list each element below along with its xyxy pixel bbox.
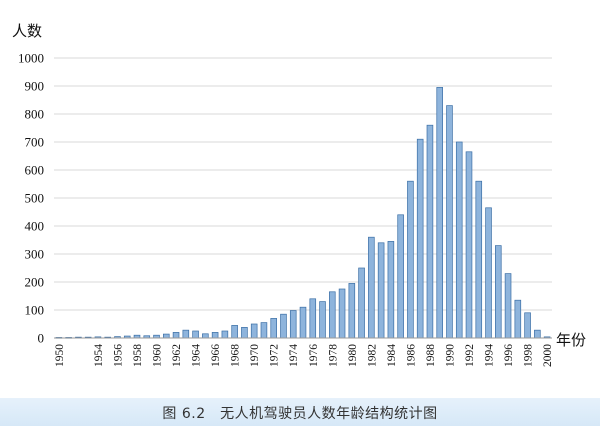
bar-1982 xyxy=(368,236,375,339)
x-tick-label: 1958 xyxy=(132,344,144,367)
bar-1975 xyxy=(299,306,307,339)
bar-1970 xyxy=(250,323,258,339)
bar-1987 xyxy=(416,138,424,339)
chart-area: 0 100 200 300 400 500 600 700 800 900 1000 1950 195… xyxy=(0,22,600,399)
x-tick-label: 1954 xyxy=(93,344,105,367)
x-tick-label: 1966 xyxy=(210,344,222,367)
bar-1991 xyxy=(455,141,463,339)
bar-1974 xyxy=(289,310,297,339)
bar-1986 xyxy=(407,180,414,339)
x-tick-label: 1956 xyxy=(112,344,124,367)
x-tick-label: 1976 xyxy=(308,344,320,367)
y-tick-label: 200 xyxy=(25,275,45,290)
x-tick-label: 1980 xyxy=(347,344,359,367)
figure-caption: 图 6.2 无人机驾驶员人数年龄结构统计图 xyxy=(162,406,438,422)
y-tick-label: 100 xyxy=(25,303,45,318)
x-tick-label: 1984 xyxy=(386,344,398,367)
x-tick-label: 1992 xyxy=(464,344,476,367)
bar-1961 xyxy=(163,333,170,339)
bar-1967 xyxy=(221,330,229,339)
gridlines xyxy=(54,57,552,311)
bar-1993 xyxy=(475,180,483,339)
x-tick-label: 1968 xyxy=(230,344,242,367)
bar-1969 xyxy=(241,327,248,339)
bar-1968 xyxy=(231,325,238,339)
x-tick-label: 1988 xyxy=(425,344,437,367)
y-tick-label: 300 xyxy=(25,247,45,262)
y-tick-label: 500 xyxy=(25,191,45,206)
y-tick-label: 1000 xyxy=(18,51,44,66)
bar-1997 xyxy=(514,299,522,339)
bar-1996 xyxy=(504,273,512,339)
bar-1985 xyxy=(397,214,404,339)
x-tick-label: 1978 xyxy=(327,344,339,367)
bar-1966 xyxy=(211,332,219,339)
bar-1963 xyxy=(182,329,190,339)
bar-1998 xyxy=(524,312,531,339)
x-tick-label: 1964 xyxy=(191,344,203,367)
bar-1989 xyxy=(436,87,443,339)
y-tick-label: 0 xyxy=(38,331,45,346)
bar-1976 xyxy=(309,298,317,339)
bar-1984 xyxy=(387,241,395,339)
x-tick-label: 1974 xyxy=(288,344,300,367)
x-tick-label: 1950 xyxy=(54,344,66,367)
bar-1981 xyxy=(358,267,365,339)
x-axis-title: 年份 xyxy=(556,331,586,349)
bar-1972 xyxy=(270,318,277,339)
bar-1979 xyxy=(338,288,346,339)
x-tick-label: 1998 xyxy=(523,344,535,367)
y-tick-label: 800 xyxy=(25,107,45,122)
bar-1973 xyxy=(280,313,287,339)
bar-1999 xyxy=(534,329,541,339)
bar-1983 xyxy=(377,242,385,339)
y-tick-label: 900 xyxy=(25,79,45,94)
x-tick-label: 1962 xyxy=(171,344,183,367)
caption-band xyxy=(0,398,600,426)
bar-1978 xyxy=(329,291,336,339)
bar-1995 xyxy=(495,245,502,339)
bar-1990 xyxy=(446,105,453,339)
x-tick-label: 1970 xyxy=(249,344,261,367)
y-axis-title: 人数 xyxy=(12,22,42,40)
x-tick-label: 2000 xyxy=(542,344,554,367)
bar-1994 xyxy=(485,207,492,339)
bar-1962 xyxy=(172,332,180,339)
y-tick-label: 400 xyxy=(25,219,45,234)
bar-1971 xyxy=(260,322,268,339)
x-tick-label: 1990 xyxy=(444,344,456,367)
bar-1977 xyxy=(319,301,326,339)
y-tick-label: 600 xyxy=(25,163,45,178)
x-tick-label: 1994 xyxy=(484,344,496,367)
bars xyxy=(55,87,551,339)
bar-1988 xyxy=(426,124,434,339)
x-tick-label: 1982 xyxy=(366,344,378,367)
y-tick-label: 700 xyxy=(25,135,45,150)
x-axis-ticks: 1950 1954 1956 1958 1960 1962 1964 1966 1968 1970… xyxy=(54,344,554,367)
x-tick-label: 1960 xyxy=(152,344,164,367)
bar-1964 xyxy=(192,330,199,339)
bar-1965 xyxy=(202,333,209,339)
bar-1992 xyxy=(465,151,473,339)
x-tick-label: 1996 xyxy=(503,344,515,367)
y-axis-ticks: 0 100 200 300 400 500 600 700 800 900 1000 xyxy=(18,51,44,346)
x-tick-label: 1972 xyxy=(269,344,281,367)
x-tick-label: 1986 xyxy=(405,344,417,367)
bar-1980 xyxy=(348,283,356,339)
